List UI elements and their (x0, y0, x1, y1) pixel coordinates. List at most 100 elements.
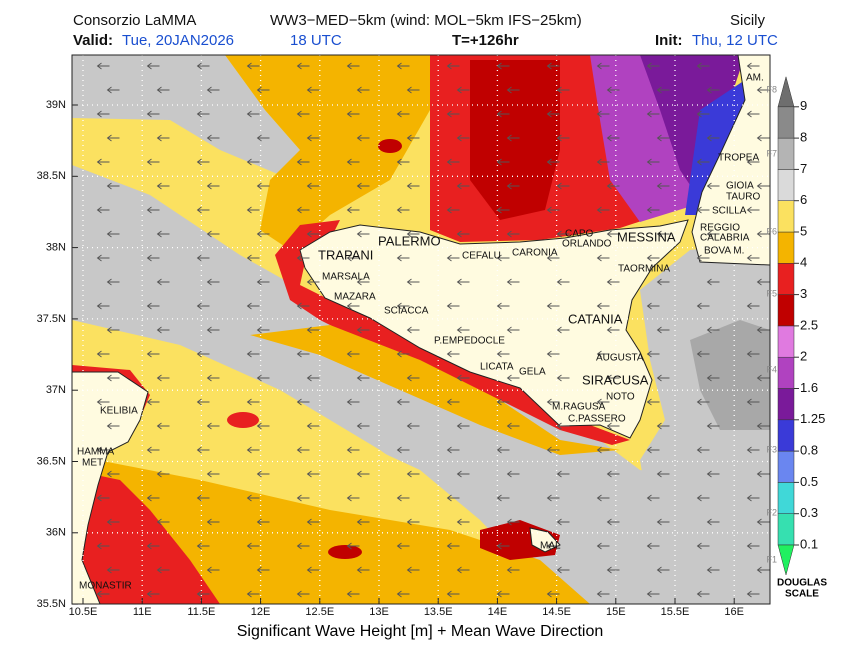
arrow (496, 62, 510, 70)
colorbar-above (777, 75, 795, 108)
arrow (556, 566, 570, 574)
arrow (506, 470, 520, 478)
arrow (556, 374, 570, 382)
colorbar-bin (777, 513, 795, 546)
colorbar-label: 2 (800, 349, 807, 364)
colorbar-label: 0.1 (800, 536, 818, 551)
lon-label: 12.5E (305, 606, 334, 618)
colorbar-bin (777, 106, 795, 139)
arrow (106, 278, 120, 286)
arrow (156, 422, 170, 430)
arrow (146, 62, 160, 70)
arrow (156, 134, 170, 142)
place-label: HAMMA (77, 447, 115, 458)
arrow (456, 278, 470, 286)
arrow (106, 134, 120, 142)
colorbar-label: 0.3 (800, 505, 818, 520)
arrow (496, 110, 510, 118)
arrow (196, 494, 210, 502)
valid-label: Valid: (73, 32, 113, 49)
lat-label: 37.5N (37, 313, 66, 325)
arrow (656, 422, 670, 430)
arrow (706, 470, 720, 478)
arrow (156, 86, 170, 94)
arrow (746, 206, 760, 214)
arrow (606, 326, 620, 334)
arrow (206, 230, 220, 238)
arrow (456, 374, 470, 382)
arrow (706, 566, 720, 574)
colorbar-bin (777, 137, 795, 170)
place-label: M.RAGUSA (552, 402, 606, 413)
wave-zone (378, 139, 402, 153)
arrow (596, 542, 610, 550)
arrow (246, 158, 260, 166)
colorbar-label: 5 (800, 223, 807, 238)
arrow (256, 518, 270, 526)
lon-label: 13E (369, 606, 389, 618)
colorbar-bin (777, 263, 795, 295)
place-label: NOTO (606, 392, 635, 403)
arrow (246, 446, 260, 454)
arrow (356, 470, 370, 478)
arrow (496, 446, 510, 454)
arrow (146, 158, 160, 166)
arrow (596, 494, 610, 502)
arrow (646, 206, 660, 214)
place-label: TAORMINA (618, 264, 670, 275)
arrow (356, 374, 370, 382)
header: Consorzio LaMMA WW3−MED−5km (wind: MOL−5… (73, 12, 778, 49)
arrow (546, 590, 560, 598)
arrow (596, 350, 610, 358)
arrow (696, 254, 710, 262)
arrow (306, 422, 320, 430)
arrow (556, 134, 570, 142)
colorbar-label: 8 (800, 130, 807, 145)
arrow (446, 62, 460, 70)
place-label: CALABRIA (700, 233, 750, 244)
arrow (206, 86, 220, 94)
arrow (656, 182, 670, 190)
colorbar-label: 0.8 (800, 443, 818, 458)
arrow (696, 302, 710, 310)
lon-label: 12E (251, 606, 271, 618)
arrow (756, 326, 770, 334)
arrow (706, 134, 720, 142)
arrow (656, 278, 670, 286)
place-label: TRAPANI (318, 247, 373, 262)
arrow (106, 422, 120, 430)
arrow (696, 542, 710, 550)
douglas-label: F3 (766, 444, 777, 454)
arrow (596, 590, 610, 598)
douglas-label: F4 (766, 364, 777, 374)
lon-label: 16E (724, 606, 744, 618)
wave-direction-arrows (96, 62, 770, 598)
arrow (456, 566, 470, 574)
place-label: SCILLA (712, 206, 747, 217)
arrow (106, 518, 120, 526)
arrow (556, 326, 570, 334)
arrow (456, 182, 470, 190)
douglas-label: F8 (766, 84, 777, 94)
arrow (356, 230, 370, 238)
place-label: TAURO (726, 192, 760, 203)
lon-label: 11E (133, 606, 152, 618)
arrow (146, 494, 160, 502)
arrow (306, 230, 320, 238)
arrow (256, 86, 270, 94)
arrow (656, 374, 670, 382)
arrow (296, 350, 310, 358)
wave-zone (72, 55, 300, 175)
arrow (556, 86, 570, 94)
lon-label: 13.5E (424, 606, 453, 618)
arrow (646, 590, 660, 598)
region: Sicily (730, 12, 766, 29)
footer: Significant Wave Height [m] + Mean Wave … (237, 623, 604, 640)
colorbar-label: 2.5 (800, 317, 818, 332)
arrow (256, 278, 270, 286)
arrow (406, 230, 420, 238)
arrow (556, 278, 570, 286)
arrow (296, 254, 310, 262)
arrow (246, 494, 260, 502)
arrow (296, 494, 310, 502)
